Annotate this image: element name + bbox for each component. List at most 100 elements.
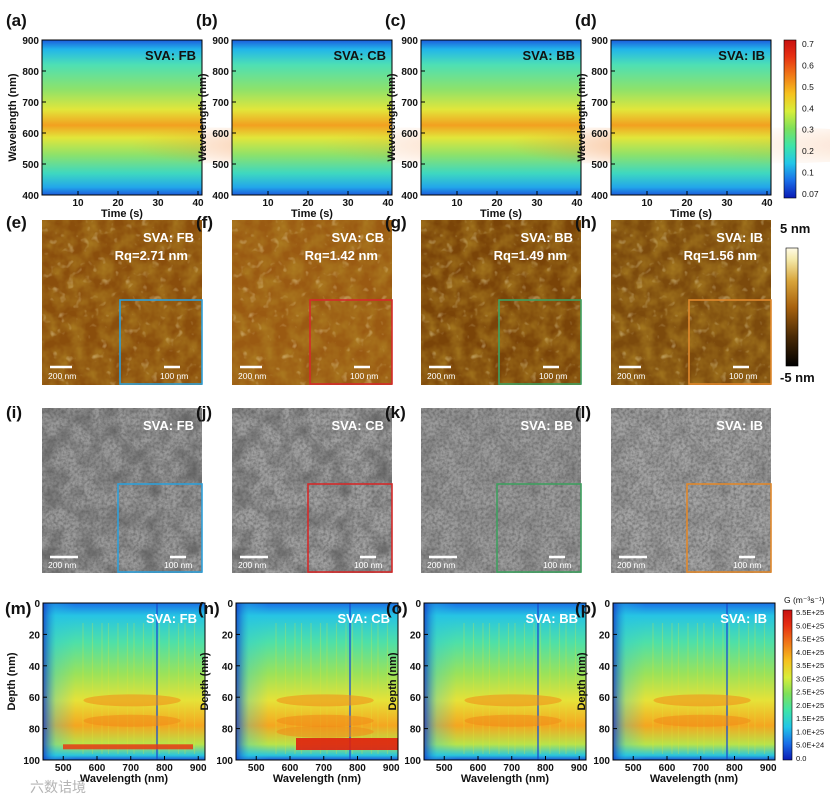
y-tick-label: 20 <box>599 630 611 641</box>
panel-label: (i) <box>6 403 22 422</box>
panel-label: (g) <box>385 213 407 232</box>
colorbar-tick-label: 2.5E+25 <box>796 688 824 697</box>
colorbar-tick-label: 0.0 <box>796 754 806 763</box>
panel-title: SVA: CB <box>332 418 384 433</box>
x-tick-label: 900 <box>760 763 777 774</box>
inset-frame <box>119 299 203 385</box>
y-tick-label: 0 <box>415 599 421 610</box>
y-tick-label: 400 <box>591 191 608 202</box>
colorbar-tick-label: 0.07 <box>802 189 819 199</box>
y-tick-label: 60 <box>599 693 611 704</box>
panel-title: SVA: CB <box>338 611 390 626</box>
y-tick-label: 100 <box>216 756 233 767</box>
y-tick-label: 900 <box>22 36 39 47</box>
panel-title: SVA: BB <box>521 418 573 433</box>
inset-frame <box>498 299 582 385</box>
y-tick-label: 80 <box>29 725 41 736</box>
hot-spot <box>276 694 374 707</box>
tem-image: SVA: FB 200 nm 100 nm <box>42 408 203 573</box>
y-tick-label: 20 <box>29 630 41 641</box>
colorbar-tick-label: 5.0E+24 <box>796 741 824 750</box>
x-tick-label: 500 <box>436 763 453 774</box>
colorbar-fill <box>785 247 799 367</box>
x-tick-label: 600 <box>470 763 487 774</box>
scale-label: 200 nm <box>617 371 645 381</box>
panel-title: SVA: FB <box>143 418 194 433</box>
x-axis-title: Wavelength (nm) <box>80 773 169 785</box>
y-tick-label: 80 <box>410 725 422 736</box>
inset-frame <box>686 483 772 573</box>
x-tick-label: 500 <box>625 763 642 774</box>
y-tick-label: 40 <box>29 662 41 673</box>
generation-map: SVA: CB <box>235 602 399 761</box>
panel-frame <box>235 602 399 761</box>
heatmap-fill <box>232 40 392 195</box>
panel-frame <box>612 602 776 761</box>
panel-title: SVA: CB <box>332 230 384 245</box>
y-tick-label: 0 <box>34 599 40 610</box>
y-tick-label: 900 <box>591 36 608 47</box>
y-tick-label: 40 <box>410 662 422 673</box>
scale-label: 200 nm <box>617 560 645 570</box>
y-tick-label: 40 <box>222 662 234 673</box>
y-tick-label: 100 <box>593 756 610 767</box>
colorbar-tick-label: 0.3 <box>802 125 814 135</box>
panel-frame <box>610 39 772 196</box>
interface-band <box>63 744 193 750</box>
y-axis-title: Depth (nm) <box>576 652 588 710</box>
y-tick-label: 80 <box>599 725 611 736</box>
inset-scale-label: 100 nm <box>160 371 188 381</box>
panel-title: SVA: FB <box>143 230 194 245</box>
afm-highlights <box>42 220 202 385</box>
panel-title: SVA: CB <box>334 48 386 63</box>
x-tick-label: 10 <box>72 198 84 209</box>
panel-label: (e) <box>6 213 27 232</box>
x-tick-label: 10 <box>262 198 274 209</box>
x-tick-label: 20 <box>302 198 314 209</box>
panel-frame <box>423 602 587 761</box>
colorbar-bottom-label: -5 nm <box>780 370 815 385</box>
hot-spot <box>83 694 181 707</box>
y-tick-label: 20 <box>222 630 234 641</box>
y-tick-label: 900 <box>401 36 418 47</box>
panel-title: SVA: BB <box>521 230 573 245</box>
afm-image: SVA: CB Rq=1.42 nm 200 nm 100 nm <box>232 220 393 385</box>
y-tick-label: 500 <box>22 160 39 171</box>
afm-image: SVA: IB Rq=1.56 nm 200 nm 100 nm <box>611 220 772 385</box>
afm-image: SVA: BB Rq=1.49 nm 200 nm 100 nm <box>421 220 582 385</box>
panel-label: (m) <box>5 599 31 618</box>
scale-label: 200 nm <box>48 560 76 570</box>
y-tick-label: 100 <box>23 756 40 767</box>
y-axis-title: Depth (nm) <box>6 652 18 710</box>
y-tick-label: 800 <box>212 67 229 78</box>
panel-title: SVA: FB <box>146 611 197 626</box>
y-tick-label: 60 <box>29 693 41 704</box>
hot-spot <box>83 714 181 727</box>
x-tick-label: 800 <box>349 763 366 774</box>
y-axis-title: Wavelength (nm) <box>576 73 588 162</box>
x-tick-label: 700 <box>692 763 709 774</box>
inset-scale-label: 100 nm <box>733 560 761 570</box>
x-tick-label: 30 <box>531 198 543 209</box>
x-tick-label: 900 <box>571 763 588 774</box>
x-tick-label: 500 <box>248 763 265 774</box>
hot-band <box>627 127 830 164</box>
afm-image: SVA: FB Rq=2.71 nm 200 nm 100 nm <box>42 220 203 385</box>
y-tick-label: 80 <box>222 725 234 736</box>
panel-label: (j) <box>196 403 212 422</box>
panel-label: (a) <box>6 11 27 30</box>
inset-frame <box>496 483 582 573</box>
x-axis-title: Wavelength (nm) <box>273 773 362 785</box>
x-tick-label: 20 <box>681 198 693 209</box>
panel-frame <box>41 39 203 196</box>
colorbar-tick-label: 0.4 <box>802 103 814 113</box>
colorbar-fill <box>782 609 793 761</box>
x-tick-label: 600 <box>89 763 106 774</box>
map-edge <box>43 603 205 760</box>
heatmap-fill <box>611 40 771 195</box>
panel-title: SVA: IB <box>716 418 763 433</box>
inset-scale-label: 100 nm <box>539 371 567 381</box>
y-axis-title: Wavelength (nm) <box>386 73 398 162</box>
inset-scale-label: 100 nm <box>164 560 192 570</box>
